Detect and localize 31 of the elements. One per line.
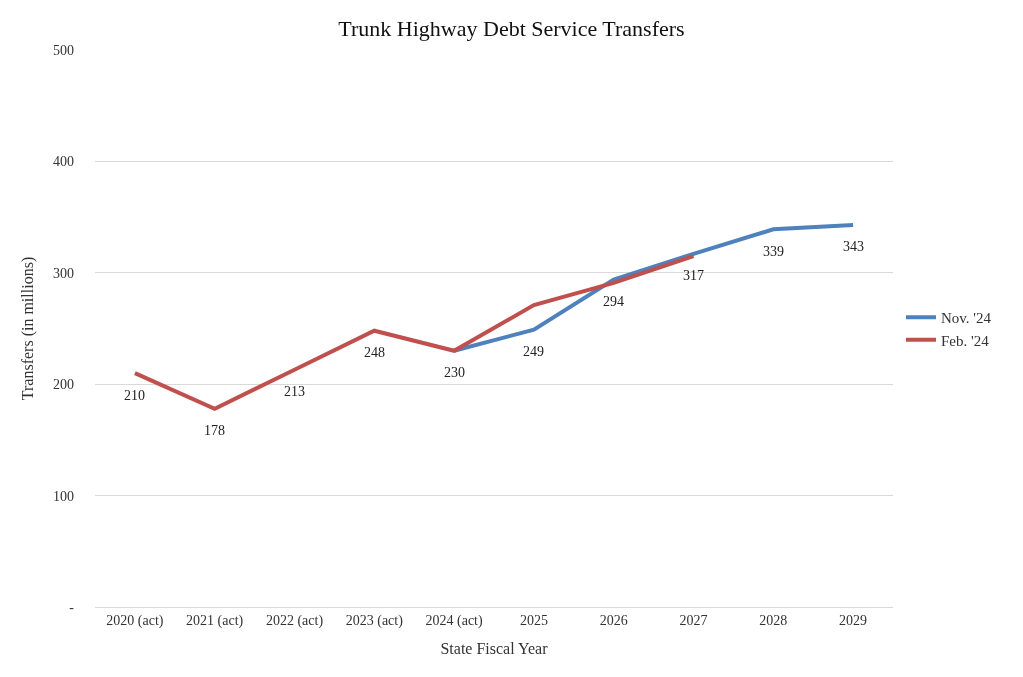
data-label: 210 bbox=[124, 388, 145, 403]
legend-label: Nov. '24 bbox=[940, 310, 992, 327]
x-tick-label: 2021 (act) bbox=[186, 612, 244, 629]
x-tick-label: 2028 bbox=[759, 612, 788, 628]
legend-label: Feb. '24 bbox=[940, 332, 990, 349]
data-label: 294 bbox=[603, 294, 624, 309]
y-tick-label: 200 bbox=[53, 377, 74, 393]
y-axis-title: Transfers (in millions) bbox=[18, 256, 37, 401]
x-tick-label: 2026 bbox=[599, 612, 628, 628]
y-tick-label: - bbox=[69, 599, 75, 615]
data-label: 248 bbox=[364, 345, 385, 360]
x-tick-label: 2024 (act) bbox=[425, 612, 483, 629]
x-tick-label: 2020 (act) bbox=[106, 612, 164, 629]
data-label: 249 bbox=[523, 344, 544, 359]
data-label: 317 bbox=[683, 268, 704, 283]
x-tick-label: 2023 (act) bbox=[345, 612, 404, 629]
chart-title: Trunk Highway Debt Service Transfers bbox=[338, 15, 685, 41]
y-tick-label: 500 bbox=[53, 42, 74, 58]
x-axis-title: State Fiscal Year bbox=[440, 640, 549, 658]
data-label: 230 bbox=[444, 365, 465, 380]
y-tick-label: 400 bbox=[53, 154, 74, 170]
data-label: 213 bbox=[284, 384, 305, 399]
x-tick-label: 2027 bbox=[679, 612, 708, 628]
data-label: 343 bbox=[843, 239, 864, 254]
x-tick-label: 2025 bbox=[519, 612, 548, 628]
x-tick-label: 2029 bbox=[839, 612, 868, 628]
y-tick-label: 300 bbox=[53, 265, 74, 281]
y-tick-label: 100 bbox=[53, 488, 74, 504]
x-tick-label: 2022 (act) bbox=[265, 612, 324, 629]
data-label: 178 bbox=[204, 423, 225, 438]
data-label: 339 bbox=[763, 244, 784, 259]
